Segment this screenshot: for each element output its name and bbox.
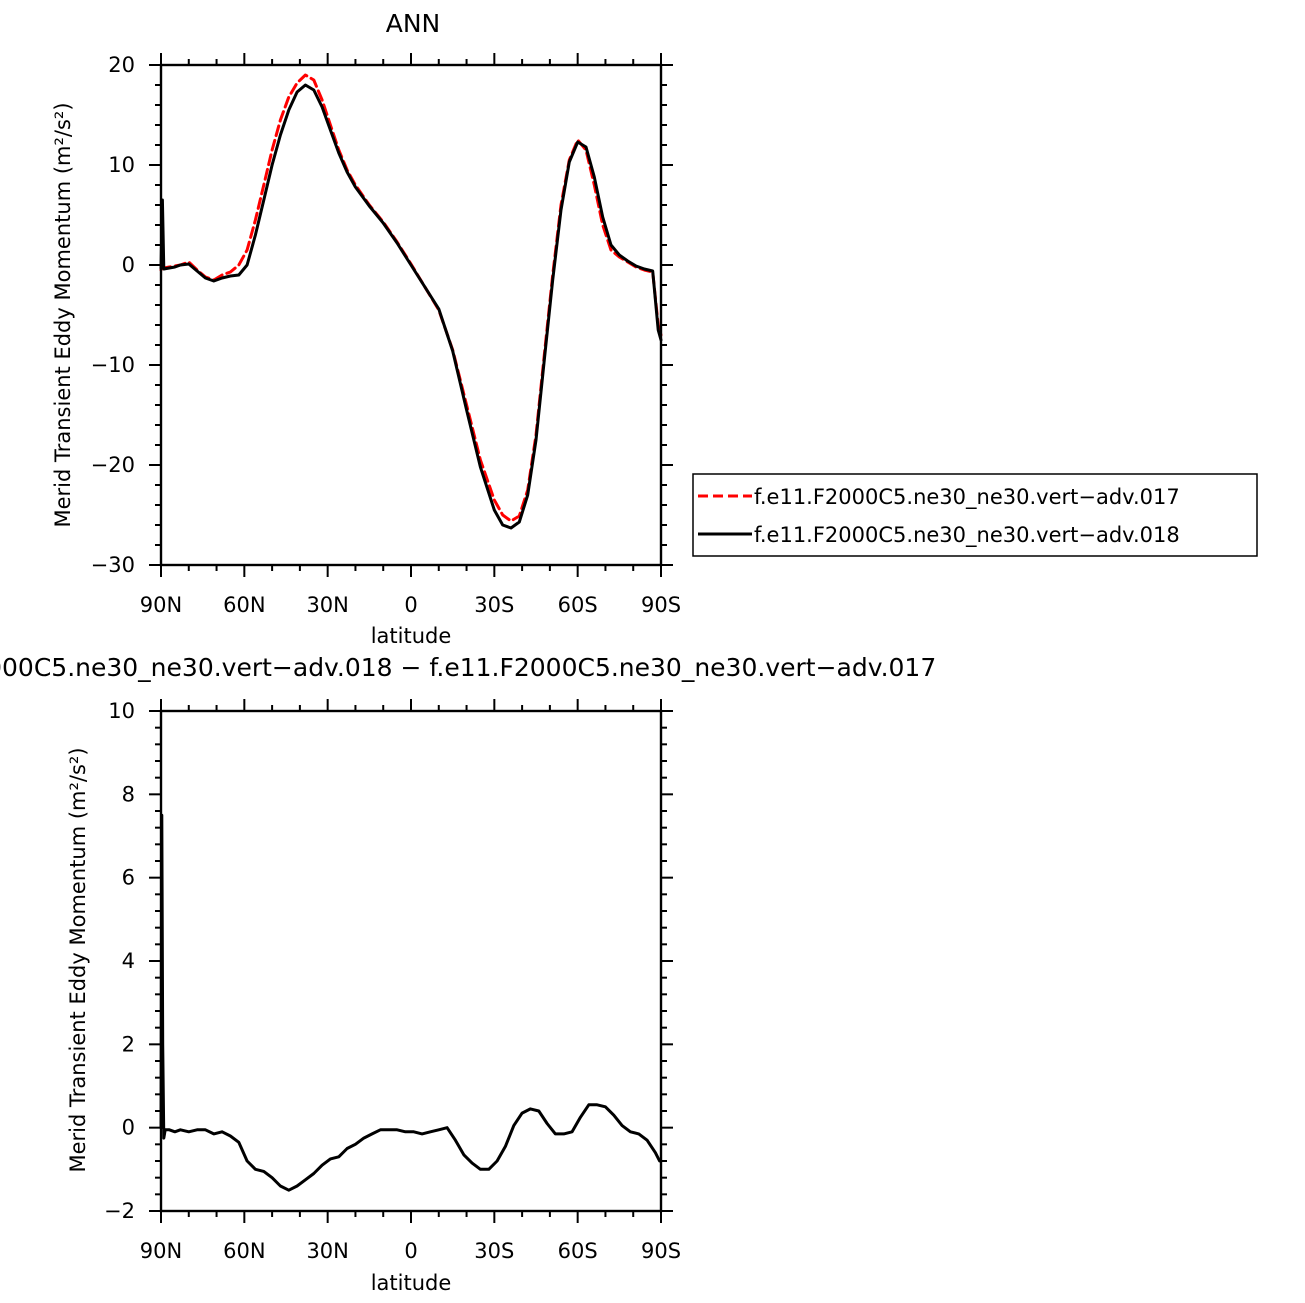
bottom-y-tick-label: 10 bbox=[108, 699, 135, 723]
top-x-tick-label: 0 bbox=[404, 593, 417, 617]
top-x-tick-label: 90N bbox=[140, 593, 182, 617]
legend-label-018: f.e11.F2000C5.ne30_ne30.vert−adv.018 bbox=[754, 523, 1180, 548]
bottom-x-axis-title: latitude bbox=[371, 1271, 452, 1295]
top-plot-frame bbox=[159, 63, 663, 567]
legend: f.e11.F2000C5.ne30_ne30.vert−adv.017 f.e… bbox=[692, 473, 1258, 557]
bottom-y-tick-label: 0 bbox=[122, 1116, 135, 1140]
bottom-y-tick-label: 8 bbox=[122, 782, 135, 806]
top-x-axis-title: latitude bbox=[371, 624, 452, 648]
bottom-x-tick-label: 30N bbox=[306, 1239, 348, 1263]
bottom-series-line-0 bbox=[159, 813, 663, 1192]
top-y-axis-title: Merid Transient Eddy Momentum (m²/s²) bbox=[51, 102, 75, 527]
bottom-y-tick-label: 6 bbox=[122, 866, 135, 890]
legend-label-017: f.e11.F2000C5.ne30_ne30.vert−adv.017 bbox=[754, 485, 1180, 510]
top-y-tick-label: 20 bbox=[108, 53, 135, 77]
top-x-tick-label: 30S bbox=[474, 593, 514, 617]
bottom-y-tick-label: 4 bbox=[122, 949, 135, 973]
top-panel: ANN latitude Merid Transient Eddy Moment… bbox=[51, 9, 1258, 648]
bottom-axis-ticks: −2 0 2 4 6 8 10 90N 60N 30N 0 30S 60S 90S bbox=[104, 699, 681, 1263]
top-series-line-1 bbox=[159, 83, 663, 530]
bottom-plot-title: f.e11.F2000C5.ne30_ne30.vert−adv.018 − f… bbox=[0, 653, 936, 682]
bottom-x-tick-label: 30S bbox=[474, 1239, 514, 1263]
bottom-x-tick-label: 90S bbox=[641, 1239, 681, 1263]
top-x-tick-label: 60N bbox=[223, 593, 265, 617]
top-axis-ticks: −30 −20 −10 0 10 20 90N 60N 30N 0 30S 60S 90S bbox=[91, 53, 681, 617]
bottom-y-tick-label: −2 bbox=[104, 1199, 135, 1223]
bottom-plot-frame bbox=[159, 709, 663, 1213]
top-y-tick-label: −20 bbox=[91, 453, 135, 477]
top-y-tick-label: 10 bbox=[108, 153, 135, 177]
bottom-y-tick-label: 2 bbox=[122, 1032, 135, 1056]
legend-box bbox=[692, 473, 1258, 557]
top-y-tick-label: −30 bbox=[91, 553, 135, 577]
top-x-tick-label: 90S bbox=[641, 593, 681, 617]
top-x-tick-label: 60S bbox=[558, 593, 598, 617]
bottom-y-axis-title: Merid Transient Eddy Momentum (m²/s²) bbox=[66, 747, 90, 1172]
bottom-x-tick-label: 90N bbox=[140, 1239, 182, 1263]
top-y-tick-label: 0 bbox=[122, 253, 135, 277]
top-series-line-0 bbox=[159, 73, 663, 523]
top-plot-title: ANN bbox=[386, 9, 441, 38]
bottom-x-tick-label: 60N bbox=[223, 1239, 265, 1263]
top-series-group bbox=[159, 73, 663, 530]
top-y-tick-label: −10 bbox=[91, 353, 135, 377]
bottom-x-tick-label: 0 bbox=[404, 1239, 417, 1263]
bottom-x-tick-label: 60S bbox=[558, 1239, 598, 1263]
bottom-panel: f.e11.F2000C5.ne30_ne30.vert−adv.018 − f… bbox=[0, 653, 936, 1295]
bottom-series-group bbox=[159, 813, 663, 1192]
top-x-tick-label: 30N bbox=[306, 593, 348, 617]
